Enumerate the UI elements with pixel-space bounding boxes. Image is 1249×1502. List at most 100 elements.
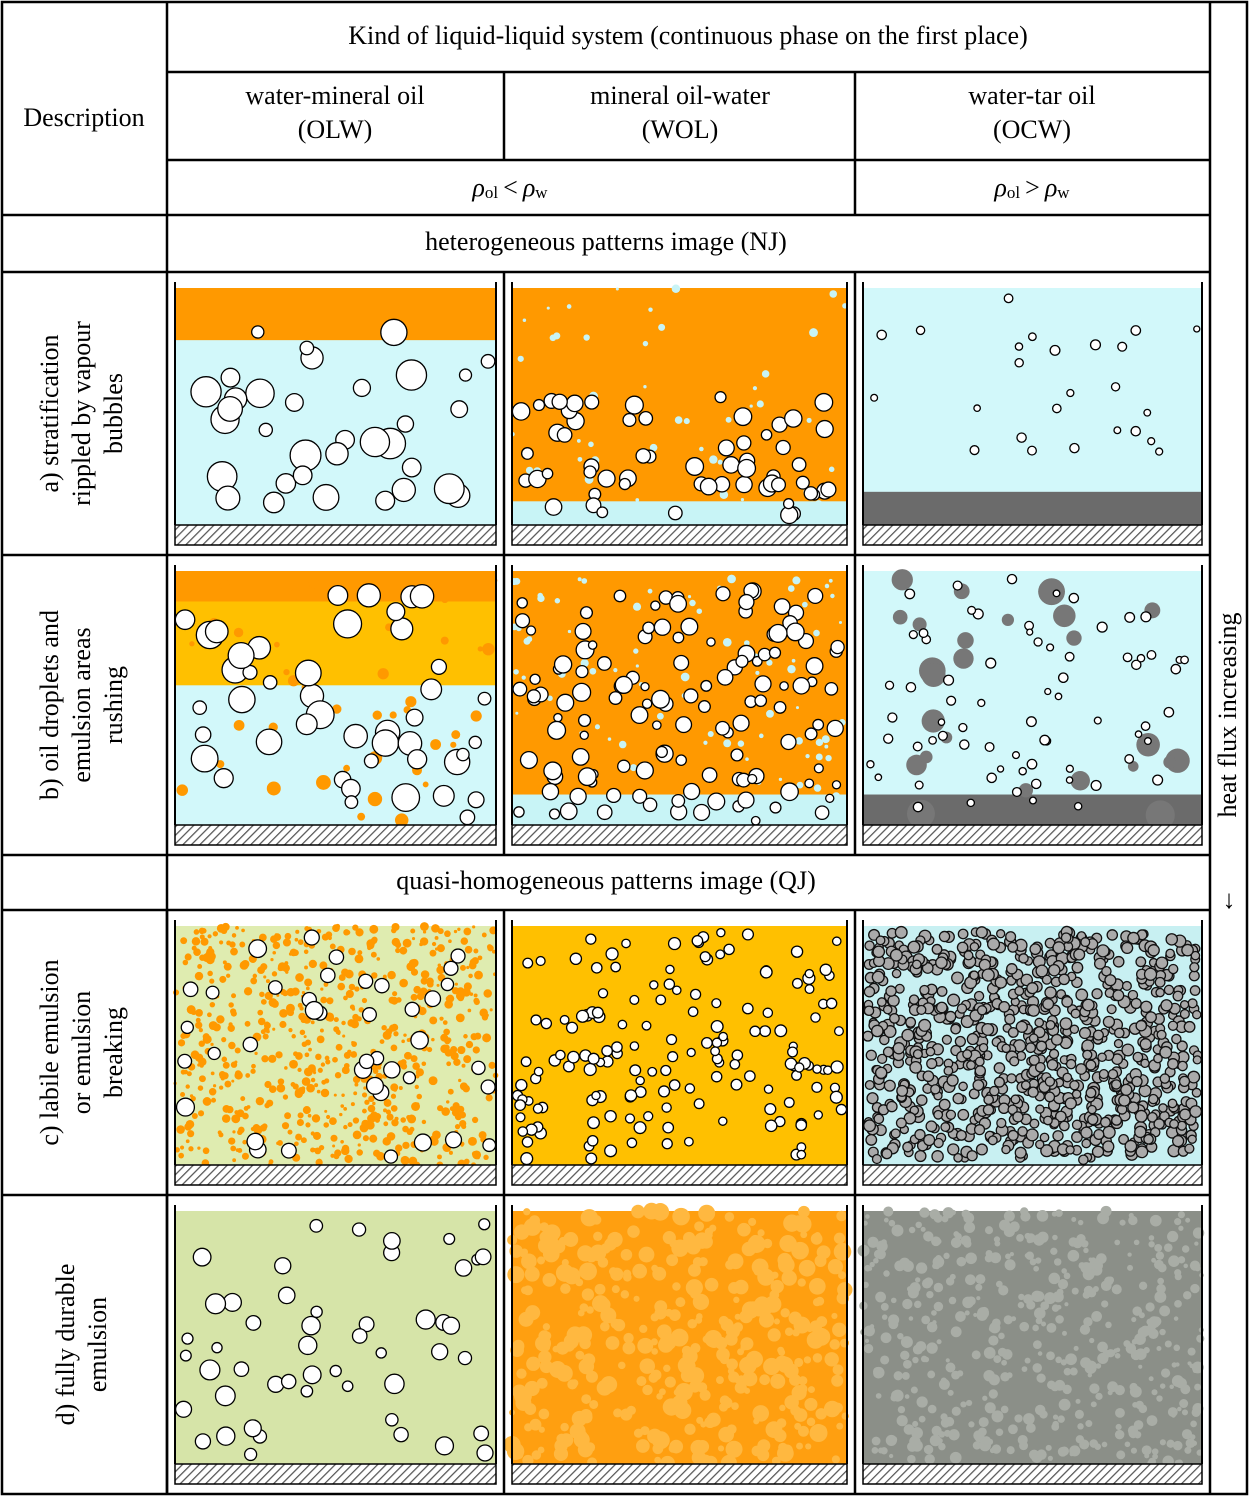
bubble <box>711 998 722 1009</box>
droplet <box>524 1266 540 1282</box>
droplet <box>831 1455 840 1464</box>
droplet <box>692 1293 710 1311</box>
droplet <box>1038 578 1065 606</box>
bubble <box>1006 1073 1017 1084</box>
droplet <box>1016 1234 1024 1242</box>
bubble <box>863 1119 877 1133</box>
bubble <box>972 1079 985 1092</box>
droplet <box>1190 1283 1200 1294</box>
bubble <box>669 594 688 613</box>
bubble <box>1035 1040 1048 1052</box>
bubble <box>478 1218 491 1231</box>
droplet <box>912 617 927 632</box>
droplet <box>693 1232 711 1249</box>
droplet <box>176 784 189 796</box>
droplet <box>965 1274 976 1286</box>
bubble <box>375 490 396 511</box>
bubble <box>1158 1103 1168 1113</box>
bubble <box>996 1117 1007 1129</box>
droplet <box>385 1101 389 1105</box>
droplet <box>185 1119 195 1129</box>
droplet <box>263 975 267 979</box>
droplet <box>445 996 452 1002</box>
droplet <box>225 973 231 978</box>
bubble <box>614 675 633 694</box>
droplet <box>415 1068 424 1077</box>
droplet <box>1168 1255 1180 1267</box>
droplet <box>654 1300 668 1314</box>
droplet <box>233 627 244 638</box>
bubble <box>601 1045 613 1057</box>
droplet <box>560 1283 571 1294</box>
droplet <box>888 1219 896 1227</box>
droplet <box>326 1114 331 1120</box>
droplet <box>973 1430 984 1441</box>
bubble <box>1121 941 1134 955</box>
bubble <box>1143 737 1152 746</box>
bubble <box>1179 1000 1190 1010</box>
droplet <box>466 965 470 970</box>
bubble <box>891 968 902 979</box>
droplet <box>997 1347 1007 1357</box>
bubble <box>1093 957 1107 970</box>
droplet <box>988 1389 998 1399</box>
droplet <box>575 1350 585 1360</box>
droplet <box>1034 1404 1046 1416</box>
droplet <box>796 1442 804 1450</box>
droplet <box>221 1056 228 1063</box>
droplet <box>272 1027 276 1031</box>
droplet <box>1063 1367 1072 1376</box>
droplet <box>329 1117 337 1126</box>
bubble <box>514 613 531 629</box>
droplet <box>748 1217 757 1226</box>
row-label: b) oil droplets and <box>35 610 64 800</box>
droplet <box>728 1281 741 1294</box>
droplet <box>650 1338 658 1346</box>
droplet <box>387 970 396 980</box>
bubble <box>1026 982 1039 995</box>
bubble <box>1051 403 1062 414</box>
bubble <box>559 1014 570 1025</box>
operator: < <box>503 173 518 202</box>
droplet <box>314 1083 319 1088</box>
droplet <box>998 1332 1005 1340</box>
droplet <box>448 1150 453 1155</box>
bubble <box>940 1122 951 1133</box>
illustration <box>511 920 848 1186</box>
bubble <box>675 716 693 734</box>
droplet <box>941 1215 949 1223</box>
bubble <box>764 1102 777 1116</box>
bubble <box>958 1081 968 1092</box>
droplet <box>589 667 597 675</box>
droplet <box>243 987 253 996</box>
bubble <box>1121 1043 1135 1057</box>
droplet <box>948 1296 957 1305</box>
droplet <box>1022 1323 1029 1330</box>
bubble <box>1179 1108 1192 1121</box>
droplet <box>211 1097 217 1103</box>
bubble <box>1073 948 1086 961</box>
bubble <box>514 1099 527 1111</box>
bubble <box>635 1075 645 1086</box>
droplet <box>452 1102 460 1110</box>
bubble <box>1117 341 1128 352</box>
bubble <box>385 1412 399 1427</box>
droplet <box>369 924 379 934</box>
droplet <box>1133 1420 1144 1430</box>
droplet <box>1174 1269 1182 1277</box>
droplet <box>191 1113 198 1119</box>
droplet <box>1071 1217 1077 1222</box>
droplet <box>1052 1420 1059 1428</box>
bubble <box>1065 776 1074 784</box>
symbol: ρ <box>522 173 535 202</box>
bubble <box>944 1010 957 1023</box>
droplet <box>1056 1304 1062 1310</box>
bubble <box>905 681 917 693</box>
droplet <box>1095 1392 1103 1400</box>
bubble <box>673 654 690 671</box>
bubble <box>633 1121 647 1135</box>
bubble <box>1035 1139 1045 1150</box>
droplet <box>560 1422 569 1432</box>
bubble <box>1111 1114 1123 1126</box>
droplet <box>825 754 832 762</box>
